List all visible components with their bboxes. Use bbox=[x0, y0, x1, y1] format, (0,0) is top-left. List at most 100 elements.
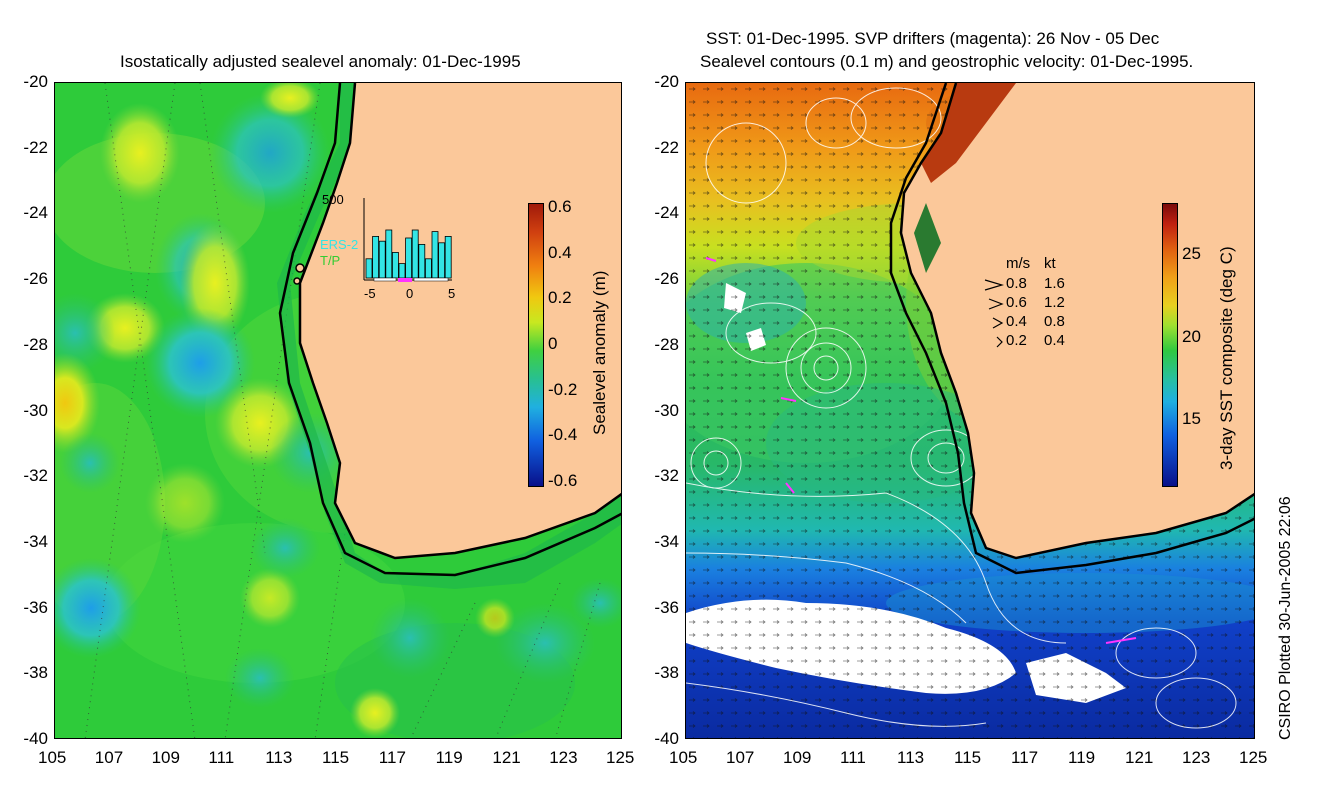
right-ytick: -34 bbox=[654, 531, 679, 551]
velocity-key: m/s kt 0.8 1.6 0.6 1.2 0.4 0.8 0.2 0.4 bbox=[980, 255, 1090, 350]
velocity-key-kt: 1.6 bbox=[1044, 275, 1065, 292]
left-xtick: 113 bbox=[265, 748, 293, 767]
right-xtick: 121 bbox=[1125, 748, 1154, 767]
altimeter-histogram: 500 ERS-2 T/P -5 0 5 bbox=[310, 190, 470, 301]
right-ytick: -28 bbox=[654, 334, 679, 354]
sealevel-colorbar-tick: 0.6 bbox=[548, 197, 572, 216]
left-ytick: -34 bbox=[23, 531, 48, 551]
sst-map-graphic bbox=[686, 83, 1254, 738]
sealevel-anomaly-map-graphic bbox=[55, 83, 621, 738]
right-ytick: -40 bbox=[654, 729, 679, 748]
left-ytick: -40 bbox=[23, 729, 48, 748]
right-xtick: 109 bbox=[783, 748, 812, 767]
left-ytick: -32 bbox=[23, 466, 48, 486]
right-xtick: 115 bbox=[954, 748, 982, 767]
right-ytick: -30 bbox=[654, 400, 679, 420]
histogram-bar bbox=[431, 231, 439, 279]
histogram-bar bbox=[418, 244, 426, 279]
right-xtick: 113 bbox=[897, 748, 925, 767]
histogram-bar bbox=[372, 236, 379, 279]
histogram-bar bbox=[444, 236, 452, 279]
left-xtick: 111 bbox=[208, 748, 235, 767]
right-xtick: 125 bbox=[1239, 748, 1268, 767]
left-ytick: -30 bbox=[23, 400, 48, 420]
histogram-bar bbox=[378, 240, 386, 279]
drifter-window-bar bbox=[398, 278, 412, 282]
sealevel-colorbar-tick: 0.2 bbox=[548, 288, 572, 308]
velocity-key-header-ms: m/s bbox=[1006, 255, 1031, 272]
histogram-bar bbox=[385, 229, 393, 279]
velocity-key-ms: 0.4 bbox=[1006, 313, 1027, 330]
sealevel-colorbar-tick: -0.2 bbox=[548, 379, 578, 399]
right-ytick: -24 bbox=[654, 203, 679, 223]
left-ytick: -24 bbox=[23, 203, 48, 223]
right-xtick: 117 bbox=[1011, 748, 1039, 767]
left-xtick: 117 bbox=[378, 748, 406, 767]
histogram-bar bbox=[425, 258, 432, 279]
left-xtick: 119 bbox=[435, 748, 463, 767]
sealevel-colorbar-label: Sealevel anomaly (m) bbox=[590, 270, 609, 435]
histogram-bar bbox=[405, 237, 412, 279]
right-panel-title-line1: SST: 01-Dec-1995. SVP drifters (magenta)… bbox=[706, 29, 1160, 48]
velocity-key-arrow-icon bbox=[984, 278, 1005, 296]
left-xtick: 107 bbox=[94, 748, 124, 767]
velocity-key-kt: 0.4 bbox=[1044, 332, 1065, 349]
plot-credit: CSIRO Plotted 30-Jun-2005 22:06 bbox=[1277, 496, 1294, 740]
right-xtick: 123 bbox=[1182, 748, 1211, 767]
histogram-xtick-0: 0 bbox=[406, 286, 414, 301]
velocity-key-arrow-icon bbox=[996, 335, 1004, 353]
left-xtick: 121 bbox=[492, 748, 521, 767]
sst-colorbar-tick: 20 bbox=[1182, 327, 1201, 346]
histogram-bar bbox=[392, 252, 399, 279]
left-xtick: 109 bbox=[151, 748, 180, 767]
velocity-key-header-kt: kt bbox=[1044, 255, 1056, 272]
histogram-bar bbox=[411, 229, 419, 279]
right-ytick: -20 bbox=[654, 72, 679, 91]
velocity-key-arrow-icon bbox=[988, 297, 1004, 315]
left-panel-title: Isostatically adjusted sealevel anomaly:… bbox=[120, 52, 521, 71]
right-panel-title-line2: Sealevel contours (0.1 m) and geostrophi… bbox=[700, 52, 1194, 71]
right-ytick: -26 bbox=[654, 269, 679, 289]
histogram-xtick-5: 5 bbox=[448, 286, 456, 301]
histogram-plot bbox=[363, 198, 452, 282]
right-xtick: 105 bbox=[669, 748, 698, 767]
left-xtick: 125 bbox=[606, 748, 635, 767]
left-ytick: -28 bbox=[23, 334, 48, 354]
left-xtick: 115 bbox=[322, 748, 350, 767]
sst-colorbar-tick: 25 bbox=[1182, 244, 1201, 263]
sst-colorbar bbox=[1162, 203, 1178, 487]
sealevel-anomaly-map bbox=[54, 82, 622, 739]
right-xtick: 119 bbox=[1068, 748, 1096, 767]
histogram-legend-tp: T/P bbox=[320, 253, 341, 268]
sst-colorbar-label: 3-day SST composite (deg C) bbox=[1217, 246, 1236, 470]
right-xtick: 107 bbox=[726, 748, 755, 767]
sealevel-colorbar-tick: -0.4 bbox=[548, 425, 578, 445]
sealevel-colorbar bbox=[528, 203, 544, 487]
left-ytick: -20 bbox=[23, 72, 48, 91]
left-ytick: -26 bbox=[23, 269, 48, 289]
left-xtick: 105 bbox=[38, 748, 67, 767]
velocity-key-kt: 0.8 bbox=[1044, 313, 1065, 330]
histogram-legend-ers: ERS-2 bbox=[320, 237, 359, 252]
sst-map bbox=[685, 82, 1255, 739]
velocity-key-ms: 0.2 bbox=[1006, 332, 1027, 349]
histogram-bar bbox=[398, 263, 406, 279]
histogram-bar bbox=[365, 258, 373, 279]
left-xtick: 123 bbox=[549, 748, 578, 767]
left-ytick: -22 bbox=[23, 137, 48, 157]
histogram-ymax-label: 500 bbox=[322, 192, 344, 207]
sealevel-colorbar-tick: 0 bbox=[548, 334, 558, 353]
sealevel-colorbar-tick: 0.4 bbox=[548, 242, 572, 262]
sealevel-colorbar-tick: -0.6 bbox=[548, 471, 578, 490]
sst-colorbar-tick: 15 bbox=[1182, 409, 1201, 428]
left-ytick: -38 bbox=[23, 663, 48, 683]
histogram-xtick-neg5: -5 bbox=[364, 286, 376, 301]
histogram-bar bbox=[438, 242, 446, 279]
velocity-key-ms: 0.8 bbox=[1006, 275, 1027, 292]
left-ytick: -36 bbox=[23, 597, 48, 617]
velocity-key-kt: 1.2 bbox=[1044, 294, 1065, 311]
right-ytick: -38 bbox=[654, 663, 679, 683]
velocity-key-ms: 0.6 bbox=[1006, 294, 1027, 311]
right-ytick: -32 bbox=[654, 466, 679, 486]
right-xtick: 111 bbox=[840, 748, 866, 767]
